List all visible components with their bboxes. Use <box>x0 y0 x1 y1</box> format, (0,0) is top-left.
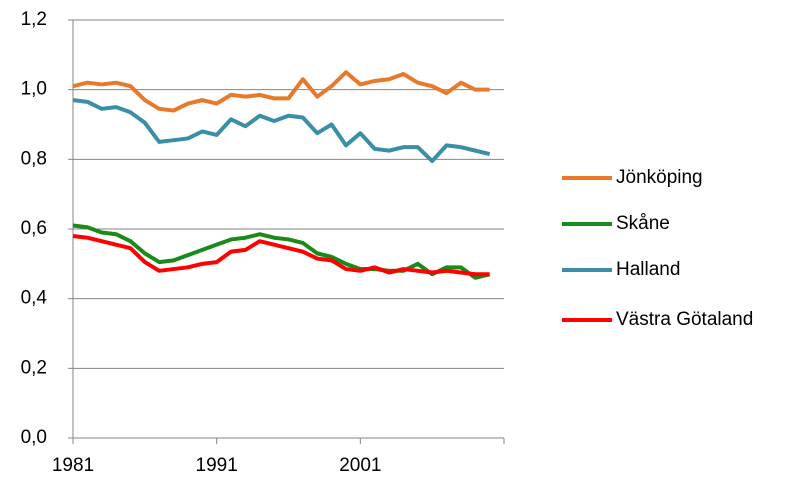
legend-label: Västra Götaland <box>616 309 753 330</box>
x-tick-label: 2001 <box>339 455 381 476</box>
y-tick-label: 0,8 <box>21 148 47 169</box>
series-line <box>72 98 491 164</box>
series-line <box>72 233 490 277</box>
y-tick-label: 1,2 <box>21 9 47 30</box>
series-line <box>72 70 490 113</box>
x-tick-label: 1981 <box>52 455 94 476</box>
legend-label: Halland <box>616 259 680 280</box>
legend-label: Skåne <box>616 213 670 234</box>
x-tick-label: 1991 <box>196 455 238 476</box>
y-tick-label: 0,4 <box>21 288 48 309</box>
y-tick-label: 0,0 <box>21 427 47 448</box>
y-tick-label: 1,0 <box>21 79 47 100</box>
legend-label: Jönköping <box>616 167 703 188</box>
series-line <box>72 223 491 280</box>
y-tick-label: 0,6 <box>21 218 47 239</box>
y-tick-label: 0,2 <box>21 357 47 378</box>
